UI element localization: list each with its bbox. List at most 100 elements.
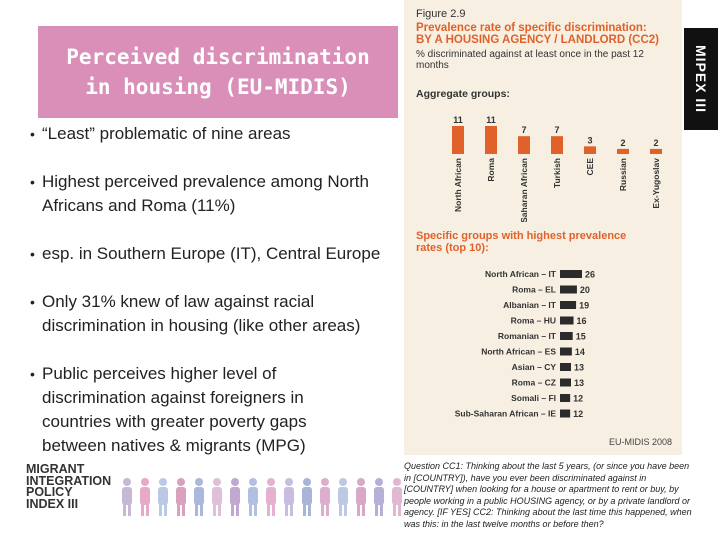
bar xyxy=(584,146,596,154)
tick-label: Ex-Yugoslav xyxy=(651,158,661,209)
person-leg xyxy=(249,504,252,516)
tick-label: Roma xyxy=(486,158,496,182)
tick-label: North African – IT xyxy=(485,269,557,279)
tick-label: CEE xyxy=(585,158,595,176)
person-leg xyxy=(272,504,275,516)
person-head xyxy=(321,478,329,486)
person-body xyxy=(140,487,150,505)
person-figure xyxy=(356,478,366,516)
person-head xyxy=(195,478,203,486)
tick-label: Sub-Saharan African xyxy=(519,158,529,222)
person-figure xyxy=(320,478,330,516)
bar xyxy=(560,363,571,371)
person-figure xyxy=(266,478,276,516)
survey-question: Question CC1: Thinking about the last 5 … xyxy=(404,461,692,529)
bullet-item: • Only 31% knew of law against racial dis… xyxy=(30,290,410,338)
person-leg xyxy=(128,504,131,516)
person-body xyxy=(266,487,276,505)
person-body xyxy=(158,487,168,505)
person-body xyxy=(284,487,294,505)
bar xyxy=(560,347,572,356)
slide-title: Perceived discrimination in housing (EU-… xyxy=(66,45,370,99)
person-figure xyxy=(338,478,348,516)
data-label: 16 xyxy=(577,316,587,326)
person-head xyxy=(303,478,311,486)
data-label: 13 xyxy=(574,363,584,373)
bullet-text: esp. in Southern Europe (IT), Central Eu… xyxy=(42,244,381,263)
figure-source: EU-MIDIS 2008 xyxy=(608,437,672,447)
person-body xyxy=(338,487,348,505)
data-label: 14 xyxy=(575,347,585,357)
person-leg xyxy=(218,504,221,516)
specific-heading: Specific groups with highest prevalence … xyxy=(416,230,627,254)
person-leg xyxy=(159,504,162,516)
bar xyxy=(560,409,571,418)
person-leg xyxy=(303,504,306,516)
bullet-dot: • xyxy=(30,294,35,310)
person-body xyxy=(320,487,330,505)
bullet-text: “Least” problematic of nine areas xyxy=(42,124,291,143)
bar xyxy=(485,126,497,154)
bar xyxy=(518,136,530,154)
bullet-item: • Public perceives higher level of discri… xyxy=(30,362,340,458)
bar xyxy=(650,148,662,154)
person-leg xyxy=(344,504,347,516)
logo-text: MIGRANT INTEGRATION POLICY INDEX III xyxy=(26,462,112,511)
data-label: 7 xyxy=(521,125,526,135)
bar xyxy=(560,332,573,340)
person-figure xyxy=(248,478,258,516)
person-leg xyxy=(146,504,149,516)
person-head xyxy=(159,478,167,486)
tick-label: Roma – HU xyxy=(511,316,556,326)
figure-panel: Figure 2.9 Prevalence rate of specific d… xyxy=(404,0,682,455)
bullet-text: Only 31% knew of law against racial disc… xyxy=(42,292,361,335)
person-figure xyxy=(176,478,186,516)
bullet-dot: • xyxy=(30,126,35,142)
figure-subtitle: % discriminated against at least once in… xyxy=(416,49,644,71)
tick-label: Roma – EL xyxy=(512,285,556,295)
bullet-dot: • xyxy=(30,366,35,382)
tick-label: Albanian – IT xyxy=(503,300,557,310)
person-leg xyxy=(308,504,311,516)
person-figure xyxy=(230,478,240,516)
person-head xyxy=(231,478,239,486)
tick-label: Roma – CZ xyxy=(512,378,556,388)
bullet-item: • Highest perceived prevalence among Nort… xyxy=(30,170,410,218)
figure-title: Prevalence rate of specific discriminati… xyxy=(416,22,660,46)
person-body xyxy=(212,487,222,505)
aggregate-heading: Aggregate groups: xyxy=(416,88,510,100)
bullet-text: Public perceives higher level of discrim… xyxy=(42,364,307,455)
person-body xyxy=(176,487,186,505)
bullet-dot: • xyxy=(30,174,35,190)
person-figure xyxy=(140,478,150,516)
tick-label: North African xyxy=(453,158,463,212)
data-label: 2 xyxy=(620,138,625,148)
tick-label: Somali – FI xyxy=(511,393,556,403)
bar xyxy=(560,270,582,278)
person-body xyxy=(374,487,384,505)
person-body xyxy=(356,487,366,505)
person-head xyxy=(141,478,149,486)
person-leg xyxy=(231,504,234,516)
figure-number: Figure 2.9 xyxy=(416,8,466,20)
bullet-dot: • xyxy=(30,246,35,262)
person-leg xyxy=(362,504,365,516)
person-leg xyxy=(177,504,180,516)
person-body xyxy=(302,487,312,505)
person-body xyxy=(230,487,240,505)
person-figure xyxy=(158,478,168,516)
data-label: 7 xyxy=(554,125,559,135)
bullet-item: • esp. in Southern Europe (IT), Central E… xyxy=(30,242,410,266)
person-head xyxy=(339,478,347,486)
person-leg xyxy=(182,504,185,516)
person-figure xyxy=(194,478,204,516)
tick-label: North African – ES xyxy=(481,347,556,357)
bar xyxy=(452,126,464,154)
people-figures-icon xyxy=(122,478,402,516)
person-figure xyxy=(212,478,222,516)
tick-label: Sub-Saharan African – IE xyxy=(455,409,557,419)
person-head xyxy=(285,478,293,486)
bar xyxy=(551,136,563,154)
specific-groups-bar-chart: North African – IT 26 Roma – EL 20 Albanian … xyxy=(455,269,595,419)
person-head xyxy=(123,478,131,486)
